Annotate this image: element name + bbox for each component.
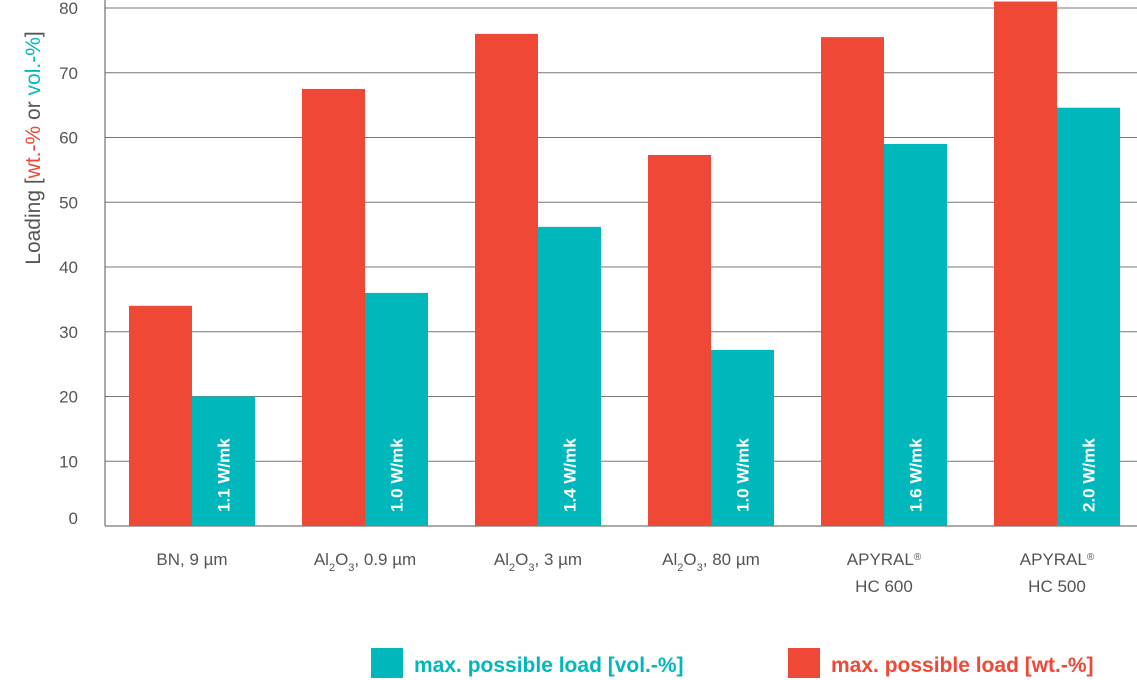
y-tick-label: 0 [69,509,78,528]
bar-value-label: 1.1 W/mk [215,438,234,512]
x-category-label: Al2O3, 3 µm [494,550,582,574]
x-category-label-line2: HC 500 [1028,577,1086,596]
bar-wt [475,33,538,527]
bar-value-label: 1.6 W/mk [907,438,926,512]
legend-label: max. possible load [vol.-%] [414,654,684,677]
bar-value-label: 2.0 W/mk [1080,438,1099,512]
bar-value-label: 1.0 W/mk [734,438,753,512]
bar-vol [365,292,428,526]
y-tick-label: 40 [59,258,78,277]
x-category-label-line2: HC 600 [855,577,913,596]
bar-wt [129,305,192,526]
bar-wt [302,88,365,526]
bar-value-label: 1.0 W/mk [388,438,407,512]
bar-wt [648,154,711,527]
y-axis-title: Loading [wt.-% or vol.-%] [22,31,45,264]
y-tick-label: 50 [59,193,78,212]
bar-vol [711,349,774,526]
bar-wt [821,37,884,526]
x-category-label: Al2O3, 0.9 µm [314,550,416,574]
bar-vol [538,226,601,527]
bar-value-label: 1.4 W/mk [561,438,580,512]
x-category-label: BN, 9 µm [156,550,227,569]
y-tick-label: 10 [59,452,78,471]
y-tick-label: 70 [59,64,78,83]
y-tick-label: 80 [59,0,78,18]
y-tick-label: 20 [59,388,78,407]
bar-wt [994,1,1057,526]
bar-vol [1057,107,1120,526]
x-category-label: Al2O3, 80 µm [662,550,760,574]
x-category-label: APYRAL® [847,550,922,569]
legend-swatch [788,648,820,678]
y-tick-label: 60 [59,129,78,148]
legend: max. possible load [vol.-%] max. possible… [371,648,1094,678]
bar-vol [192,396,255,526]
bar-vol [884,143,947,526]
legend-label: max. possible load [wt.-%] [831,654,1094,677]
y-tick-label: 30 [59,323,78,342]
legend-swatch [371,648,403,678]
x-category-label: APYRAL® [1020,550,1095,569]
